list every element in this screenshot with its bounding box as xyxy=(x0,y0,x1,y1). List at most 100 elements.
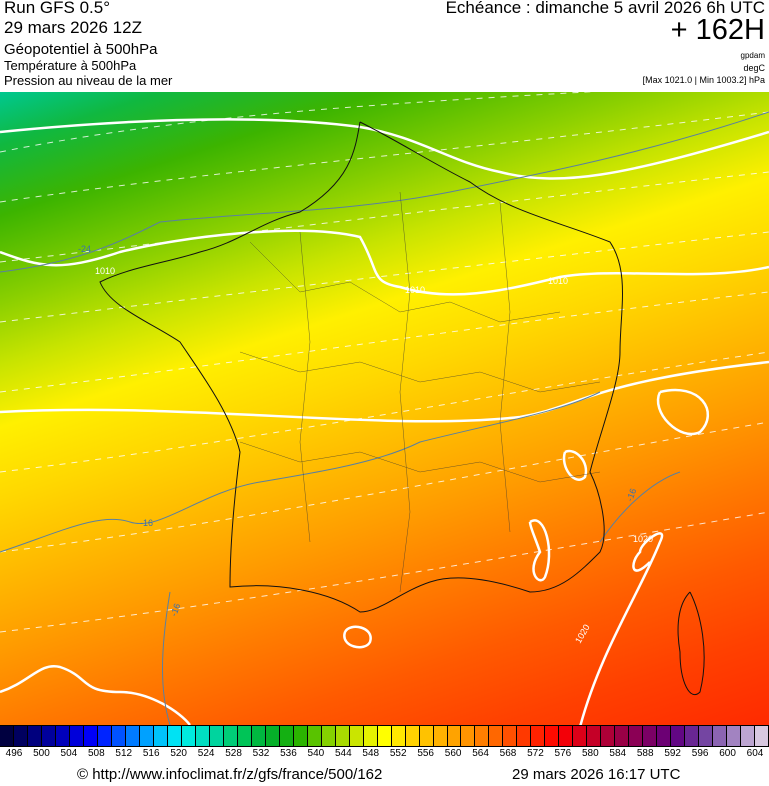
color-swatch xyxy=(671,726,686,746)
color-scale-label: 496 xyxy=(5,748,23,759)
color-swatch xyxy=(55,726,70,746)
color-swatch xyxy=(349,726,364,746)
color-swatch xyxy=(601,726,616,746)
isotherms xyxy=(0,111,769,725)
run-date: 29 mars 2026 12Z xyxy=(4,18,142,37)
color-swatch xyxy=(13,726,28,746)
color-swatch xyxy=(69,726,84,746)
color-swatch xyxy=(293,726,308,746)
color-swatch xyxy=(447,726,462,746)
color-swatch xyxy=(265,726,280,746)
color-swatch xyxy=(405,726,420,746)
color-swatch xyxy=(699,726,714,746)
color-swatch xyxy=(629,726,644,746)
color-swatch xyxy=(727,726,742,746)
color-scale-label: 520 xyxy=(170,748,187,759)
color-scale-label: 564 xyxy=(472,748,489,759)
color-swatch xyxy=(517,726,532,746)
color-scale-label: 532 xyxy=(252,748,270,759)
color-scale-label: 600 xyxy=(719,748,736,759)
color-swatch xyxy=(195,726,210,746)
color-swatch xyxy=(475,726,490,746)
color-swatch xyxy=(391,726,406,746)
field-geopotential: Géopotentiel à 500hPa xyxy=(4,41,158,58)
color-scale-label: 592 xyxy=(664,748,681,759)
color-swatch xyxy=(167,726,182,746)
color-scale-label: 516 xyxy=(142,748,160,759)
color-swatch xyxy=(83,726,98,746)
isobar-label: 1020 xyxy=(633,534,653,544)
echeance: Echéance : dimanche 5 avril 2026 6h UTC xyxy=(445,0,765,17)
color-swatch xyxy=(209,726,224,746)
color-scale-labels: 496 500 504 508 512 516 520 524 528 532 536 540 544 5… xyxy=(0,748,769,762)
color-scale-label: 556 xyxy=(417,748,434,759)
color-swatch xyxy=(139,726,154,746)
coastline-borders xyxy=(99,121,705,695)
color-scale-label: 528 xyxy=(225,748,242,759)
color-swatch xyxy=(279,726,294,746)
color-swatch xyxy=(97,726,112,746)
color-scale-label: 604 xyxy=(746,748,764,759)
color-scale-label: 588 xyxy=(636,748,654,759)
isobar-label: 1010 xyxy=(405,285,425,295)
color-scale-label: 504 xyxy=(60,748,78,759)
footer-url[interactable]: © http://www.infoclimat.fr/z/gfs/france/… xyxy=(77,766,383,783)
color-swatch xyxy=(307,726,322,746)
isobars xyxy=(0,118,769,725)
footer-timestamp: 29 mars 2026 16:17 UTC xyxy=(512,766,681,783)
department-borders xyxy=(239,191,601,593)
color-swatch xyxy=(321,726,336,746)
color-swatch xyxy=(503,726,518,746)
isobar-label: 1010 xyxy=(548,276,568,286)
color-swatch xyxy=(587,726,602,746)
color-scale-label: 544 xyxy=(334,748,352,759)
color-swatch xyxy=(335,726,350,746)
color-swatch xyxy=(755,726,769,746)
color-swatch xyxy=(125,726,140,746)
color-swatch xyxy=(531,726,546,746)
color-scale-label: 552 xyxy=(389,748,407,759)
color-scale-bar xyxy=(0,725,769,747)
color-swatch xyxy=(573,726,588,746)
color-scale-label: 596 xyxy=(691,748,709,759)
run-title: Run GFS 0.5° xyxy=(4,0,111,17)
color-swatch xyxy=(181,726,196,746)
color-swatch xyxy=(433,726,448,746)
color-swatch xyxy=(237,726,252,746)
color-scale-label: 560 xyxy=(444,748,462,759)
isotherm-label: -24 xyxy=(78,244,91,254)
color-swatch xyxy=(41,726,56,746)
unit-gpdam: gpdam xyxy=(740,51,765,60)
color-scale-label: 580 xyxy=(581,748,599,759)
color-swatch xyxy=(713,726,728,746)
color-scale-label: 540 xyxy=(307,748,325,759)
color-swatch xyxy=(0,726,14,746)
pressure-range: [Max 1021.0 | Min 1003.2] hPa xyxy=(642,75,765,85)
color-scale-label: 584 xyxy=(609,748,627,759)
field-temperature: Température à 500hPa xyxy=(4,58,137,73)
color-swatch xyxy=(363,726,378,746)
color-scale-label: 536 xyxy=(280,748,297,759)
color-swatch xyxy=(419,726,434,746)
color-swatch xyxy=(111,726,126,746)
color-swatch xyxy=(377,726,392,746)
isobar-label: 1010 xyxy=(95,266,115,276)
forecast-map[interactable]: 1010 1010 1010 1020 1020 -24 -16 -16 -16 xyxy=(0,92,769,725)
color-swatch xyxy=(559,726,574,746)
color-scale-label: 568 xyxy=(499,748,517,759)
color-scale-label: 548 xyxy=(362,748,380,759)
color-scale-label: 576 xyxy=(554,748,572,759)
color-swatch xyxy=(223,726,238,746)
color-swatch xyxy=(251,726,266,746)
color-scale-label: 500 xyxy=(33,748,50,759)
geopotential-contours xyxy=(0,92,769,633)
color-scale-label: 572 xyxy=(527,748,544,759)
color-swatch xyxy=(615,726,630,746)
color-swatch xyxy=(153,726,168,746)
color-swatch xyxy=(545,726,560,746)
map-overlay: 1010 1010 1010 1020 1020 -24 -16 -16 -16 xyxy=(0,92,769,725)
color-swatch xyxy=(27,726,42,746)
color-swatch xyxy=(489,726,504,746)
isotherm-label: -16 xyxy=(168,602,182,618)
